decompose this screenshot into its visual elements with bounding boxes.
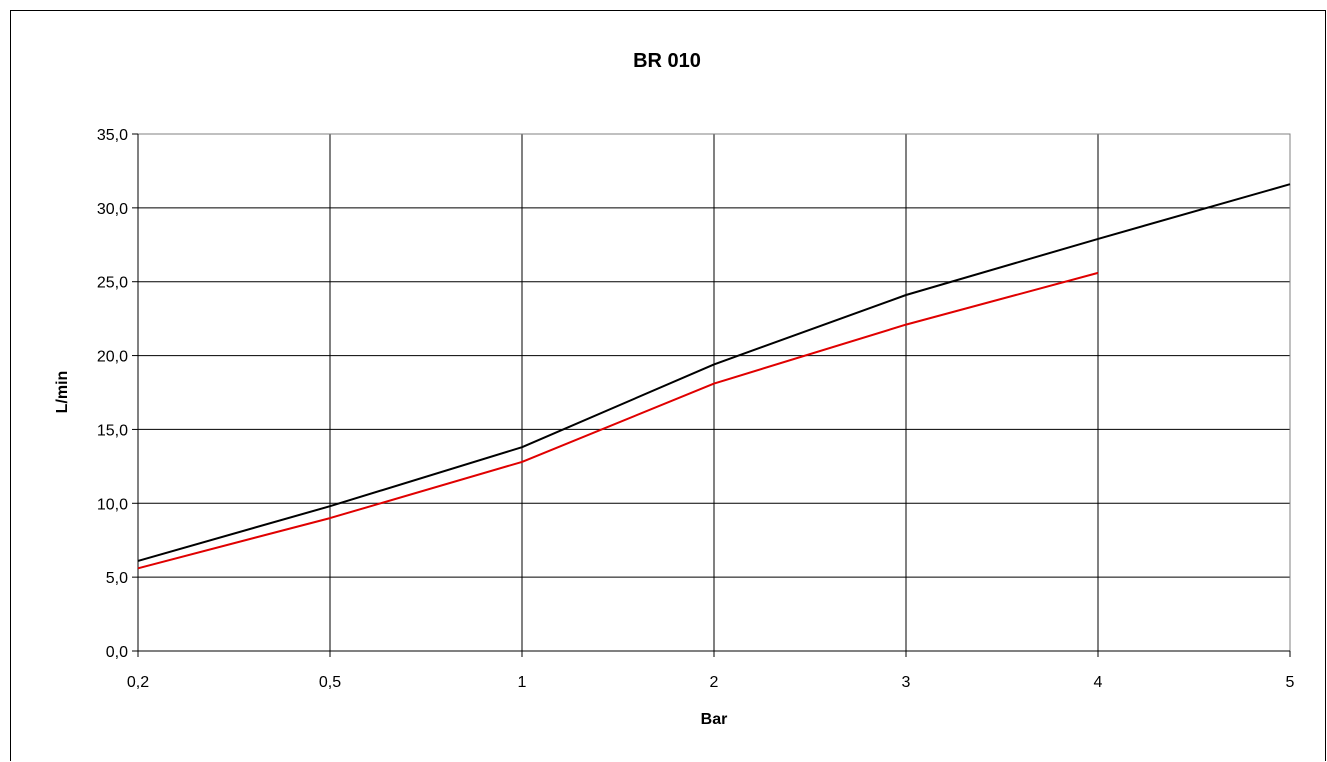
y-tick-label: 15,0 — [97, 422, 128, 439]
x-tick-label: 4 — [1094, 674, 1103, 691]
series-line-1 — [137, 183, 1291, 562]
series-line-2 — [137, 271, 1099, 570]
x-tick-label: 2 — [710, 674, 719, 691]
y-axis-ticks: 0,0 5,0 10,0 15,0 20,0 25,0 30,0 35,0 — [97, 127, 139, 661]
series-layer — [137, 183, 1291, 570]
y-tick-label: 5,0 — [106, 570, 128, 587]
x-tick-label: 1 — [518, 674, 527, 691]
y-tick-label: 20,0 — [97, 349, 128, 366]
x-axis-title: Bar — [701, 711, 728, 728]
y-tick-label: 35,0 — [97, 127, 128, 144]
y-tick-label: 25,0 — [97, 275, 128, 292]
y-axis-title: L/min — [54, 371, 71, 414]
grid — [137, 133, 1291, 652]
y-tick-label: 10,0 — [97, 496, 128, 513]
x-tick-label: 5 — [1286, 674, 1295, 691]
x-tick-label: 3 — [902, 674, 911, 691]
x-axis-ticks: 0,2 0,5 1 2 3 4 5 — [127, 650, 1295, 691]
chart-title: BR 010 — [633, 50, 701, 72]
chart-frame — [10, 10, 1326, 761]
x-tick-label: 0,5 — [319, 674, 341, 691]
y-tick-label: 0,0 — [106, 644, 128, 661]
y-tick-label: 30,0 — [97, 201, 128, 218]
x-tick-label: 0,2 — [127, 674, 149, 691]
